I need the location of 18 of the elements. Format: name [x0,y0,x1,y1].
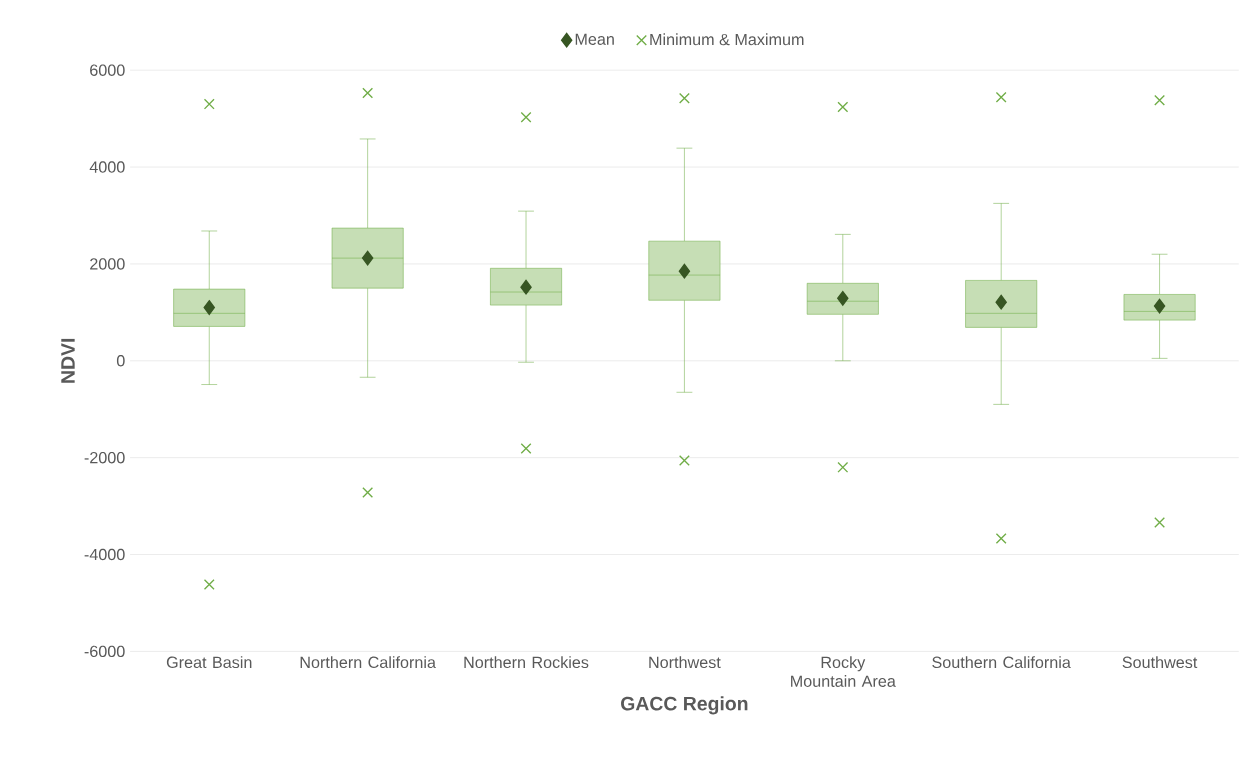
x-tick-label: Rocky Mountain Area [791,656,896,687]
y-tick-label: 4000 [89,161,125,173]
x-tick-label: Great Basin [166,656,252,668]
legend-label: Mean [575,33,614,45]
x-tick-label: Northwest [649,656,721,668]
y-tick-label: 0 [116,354,125,367]
x-tick-label: Northern Rockies [464,656,589,668]
x-tick-label: Northern California [300,656,436,668]
y-tick-label: 2000 [90,258,125,270]
y-tick-label: -4000 [84,548,125,561]
y-tick-label: -6000 [84,645,125,657]
legend-label: Minimum & Maximum [650,33,804,46]
x-axis-title: GACC Region [621,696,748,715]
y-tick-label: 6000 [90,64,125,76]
x-tick-label: Southwest [1122,656,1198,668]
x-tick-label: Southern California [932,656,1071,668]
y-axis-title: NDVI [61,338,75,383]
y-tick-label: -2000 [84,451,125,464]
